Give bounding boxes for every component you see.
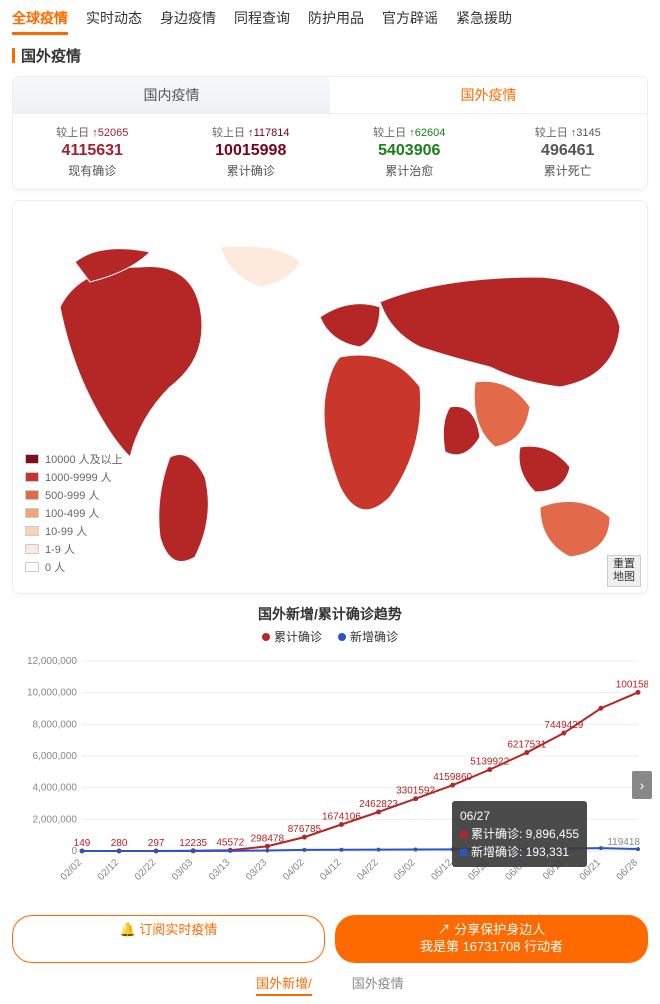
chart-title: 国外新增/累计确诊趋势 [0, 604, 660, 624]
top-nav: 全球疫情实时动态身边疫情同程查询防护用品官方辟谣紧急援助 [0, 0, 660, 39]
tab-domestic[interactable]: 国内疫情 [13, 77, 330, 113]
nav-item[interactable]: 全球疫情 [12, 8, 68, 35]
nav-item[interactable]: 实时动态 [86, 8, 142, 35]
legend-row: 1-9 人 [25, 541, 123, 557]
svg-text:12,000,000: 12,000,000 [27, 656, 77, 667]
svg-text:02/22: 02/22 [133, 857, 159, 883]
svg-text:6217531: 6217531 [507, 740, 546, 751]
legend-row: 100-499 人 [25, 505, 123, 521]
bell-icon: 🔔 [120, 922, 140, 937]
footer-buttons: 🔔 订阅实时疫情 ↗ 分享保护身边人 我是第 16731708 行动者 [12, 915, 648, 963]
nav-item[interactable]: 防护用品 [308, 8, 364, 35]
nav-item[interactable]: 同程查询 [234, 8, 290, 35]
stat-label: 累计死亡 [489, 162, 648, 179]
stat-delta: 较上日 ↑117814 [172, 124, 331, 140]
footer-tabs: 国外新增/ 国外疫情 [0, 969, 660, 1004]
stat-delta: 较上日 ↑52065 [13, 124, 172, 140]
svg-text:05/02: 05/02 [392, 857, 418, 883]
stats-row: 较上日 ↑52065 4115631 现有确诊较上日 ↑117814 10015… [12, 114, 648, 190]
nav-item[interactable]: 身边疫情 [160, 8, 216, 35]
svg-text:06/28: 06/28 [615, 857, 641, 883]
stat-delta: 较上日 ↑3145 [489, 124, 648, 140]
svg-text:3301592: 3301592 [396, 786, 435, 797]
stat-label: 累计确诊 [172, 162, 331, 179]
stat-label: 现有确诊 [13, 162, 172, 179]
region-tabs: 国内疫情 国外疫情 [12, 76, 648, 114]
svg-text:02/12: 02/12 [96, 857, 122, 883]
nav-item[interactable]: 官方辟谣 [382, 8, 438, 35]
svg-text:119418: 119418 [607, 837, 640, 848]
share-line1: 分享保护身边人 [454, 922, 545, 937]
svg-text:1674106: 1674106 [322, 811, 361, 822]
stat-card: 较上日 ↑52065 4115631 现有确诊 [13, 124, 172, 179]
stat-value: 10015998 [172, 142, 331, 160]
stat-value: 4115631 [13, 142, 172, 160]
svg-text:2462823: 2462823 [359, 799, 398, 810]
legend-pill[interactable]: 新增确诊 [338, 628, 398, 645]
svg-text:280: 280 [111, 838, 128, 849]
legend-row: 0 人 [25, 559, 123, 575]
svg-text:8,000,000: 8,000,000 [33, 719, 78, 730]
chart-wrap: 02,000,0004,000,0006,000,0008,000,00010,… [12, 651, 648, 901]
stat-label: 累计治愈 [330, 162, 489, 179]
svg-text:02/02: 02/02 [59, 857, 85, 883]
svg-text:4,000,000: 4,000,000 [33, 783, 78, 794]
stat-value: 496461 [489, 142, 648, 160]
world-map-card: 10000 人及以上 1000-9999 人 500-999 人 100-499 人 1… [12, 200, 648, 594]
stat-card: 较上日 ↑3145 496461 累计死亡 [489, 124, 648, 179]
svg-text:4159860: 4159860 [433, 772, 472, 783]
legend-pill[interactable]: 累计确诊 [262, 628, 322, 645]
chart-legend: 累计确诊新增确诊 [0, 628, 660, 645]
svg-text:04/22: 04/22 [355, 857, 381, 883]
footer-tab-1[interactable]: 国外新增/ [256, 973, 312, 996]
share-icon: ↗ [438, 922, 455, 937]
subscribe-button[interactable]: 🔔 订阅实时疫情 [12, 915, 325, 963]
svg-text:10015873: 10015873 [616, 679, 648, 690]
svg-text:03/23: 03/23 [244, 857, 270, 883]
share-line2: 我是第 16731708 行动者 [420, 939, 563, 954]
svg-text:6,000,000: 6,000,000 [33, 751, 78, 762]
stat-value: 5403906 [330, 142, 489, 160]
chart-tooltip: 06/27累计确诊: 9,896,455新增确诊: 193,331 [452, 801, 587, 867]
svg-text:03/03: 03/03 [170, 857, 196, 883]
legend-row: 1000-9999 人 [25, 469, 123, 485]
share-button[interactable]: ↗ 分享保护身边人 我是第 16731708 行动者 [335, 915, 648, 963]
svg-text:03/13: 03/13 [207, 857, 233, 883]
svg-text:298478: 298478 [251, 833, 285, 844]
footer-tab-2[interactable]: 国外疫情 [352, 973, 404, 996]
section-title: 国外疫情 [0, 39, 660, 72]
svg-text:297: 297 [148, 838, 165, 849]
svg-text:04/02: 04/02 [281, 857, 307, 883]
legend-row: 500-999 人 [25, 487, 123, 503]
legend-row: 10-99 人 [25, 523, 123, 539]
tab-foreign[interactable]: 国外疫情 [330, 77, 647, 113]
svg-text:149: 149 [74, 838, 91, 849]
reset-map-button[interactable]: 重置地图 [607, 555, 641, 587]
svg-text:45572: 45572 [216, 837, 244, 848]
svg-text:12235: 12235 [179, 838, 207, 849]
map-legend: 10000 人及以上 1000-9999 人 500-999 人 100-499 人 1… [25, 449, 123, 575]
subscribe-label: 订阅实时疫情 [139, 922, 217, 937]
svg-text:2,000,000: 2,000,000 [33, 814, 78, 825]
stat-card: 较上日 ↑62604 5403906 累计治愈 [330, 124, 489, 179]
chart-next-arrow[interactable]: › [632, 771, 652, 799]
svg-text:876785: 876785 [288, 824, 322, 835]
legend-row: 10000 人及以上 [25, 451, 123, 467]
svg-text:04/12: 04/12 [318, 857, 344, 883]
svg-text:7449429: 7449429 [544, 720, 583, 731]
nav-item[interactable]: 紧急援助 [456, 8, 512, 35]
stat-card: 较上日 ↑117814 10015998 累计确诊 [172, 124, 331, 179]
stat-delta: 较上日 ↑62604 [330, 124, 489, 140]
svg-text:10,000,000: 10,000,000 [27, 688, 77, 699]
svg-text:5139922: 5139922 [470, 757, 509, 768]
